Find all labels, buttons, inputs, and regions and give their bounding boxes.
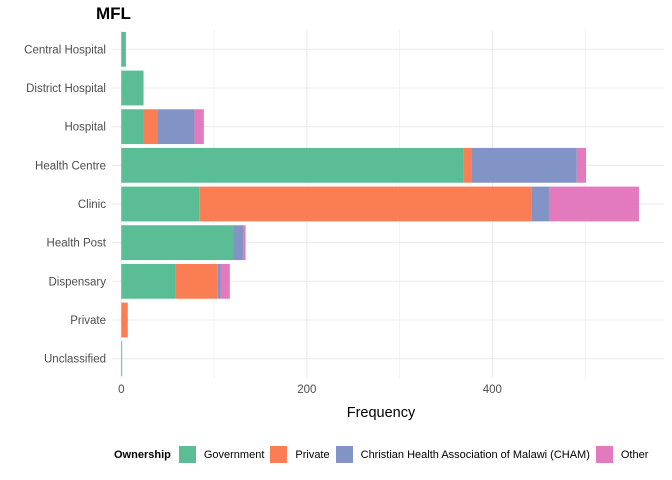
bar-health-post-government (121, 225, 234, 261)
legend-label-government: Government (203, 448, 265, 461)
legend-item-private: Private (270, 446, 330, 463)
y-tick-label-hospital: Hospital (64, 122, 106, 134)
bar-dispensary-other (220, 263, 230, 299)
bar-clinic-christian-health-association-of-malawi (531, 186, 549, 222)
bar-health-centre-other (576, 147, 587, 183)
bar-private-private (121, 302, 128, 338)
y-tick-label-health-centre: Health Centre (35, 160, 106, 172)
legend-item-government: Government (178, 446, 265, 463)
bar-health-post-christian-health-association-of-malawi (233, 225, 244, 261)
y-tick-label-central-hospital: Central Hospital (24, 44, 106, 56)
bar-clinic-government (121, 186, 200, 222)
bar-dispensary-christian-health-association-of-malawi (217, 263, 221, 299)
x-axis-title: Frequency (347, 405, 416, 421)
x-tick-label: 0 (118, 384, 124, 396)
bar-hospital-private (143, 109, 158, 145)
bar-health-centre-christian-health-association-of-malawi (471, 147, 577, 183)
bar-central-hospital-government (121, 31, 126, 67)
x-tick-label: 400 (483, 384, 502, 396)
x-tick-labels: 0 200 400 (118, 384, 502, 396)
legend-swatch-cham (335, 446, 353, 463)
bar-dispensary-private (175, 263, 218, 299)
bar-clinic-private (199, 186, 532, 222)
y-tick-label-dispensary: Dispensary (48, 276, 106, 288)
legend-swatch-other (595, 446, 613, 463)
legend-label-other: Other (620, 448, 649, 461)
y-tick-label-district-hospital: District Hospital (26, 83, 106, 95)
bar-hospital-other (194, 109, 204, 145)
bar-health-centre-government (121, 147, 464, 183)
bar-district-hospital-government (121, 70, 144, 106)
legend-title: Ownership (114, 448, 171, 461)
legend-swatch-government (178, 446, 196, 463)
y-tick-label-clinic: Clinic (78, 199, 106, 211)
legend-label-cham: Christian Health Association of Malawi (… (360, 448, 590, 461)
y-tick-label-unclassified: Unclassified (44, 354, 106, 366)
bar-dispensary-government (121, 263, 176, 299)
legend-label-private: Private (295, 448, 330, 461)
bar-chart: Unclassified Private Dispensary Health Post… (24, 30, 664, 421)
legend-item-other: Other (595, 446, 649, 463)
y-tick-label-health-post: Health Post (47, 238, 107, 250)
bar-hospital-christian-health-association-of-malawi (157, 109, 195, 145)
bar-health-centre-private (463, 147, 472, 183)
legend: Ownership Government Private Christian H… (114, 446, 654, 463)
y-tick-labels: Unclassified Private Dispensary Health Post… (24, 44, 107, 365)
y-tick-label-private: Private (70, 315, 106, 327)
bar-hospital-government (121, 109, 144, 145)
bars (121, 31, 639, 377)
chart-title: MFL (96, 4, 131, 23)
x-tick-label: 200 (297, 384, 316, 396)
bar-unclassified-government (121, 341, 123, 377)
legend-swatch-private (270, 446, 288, 463)
bar-health-post-other (243, 225, 246, 261)
bar-clinic-other (548, 186, 639, 222)
legend-item-cham: Christian Health Association of Malawi (… (335, 446, 590, 463)
